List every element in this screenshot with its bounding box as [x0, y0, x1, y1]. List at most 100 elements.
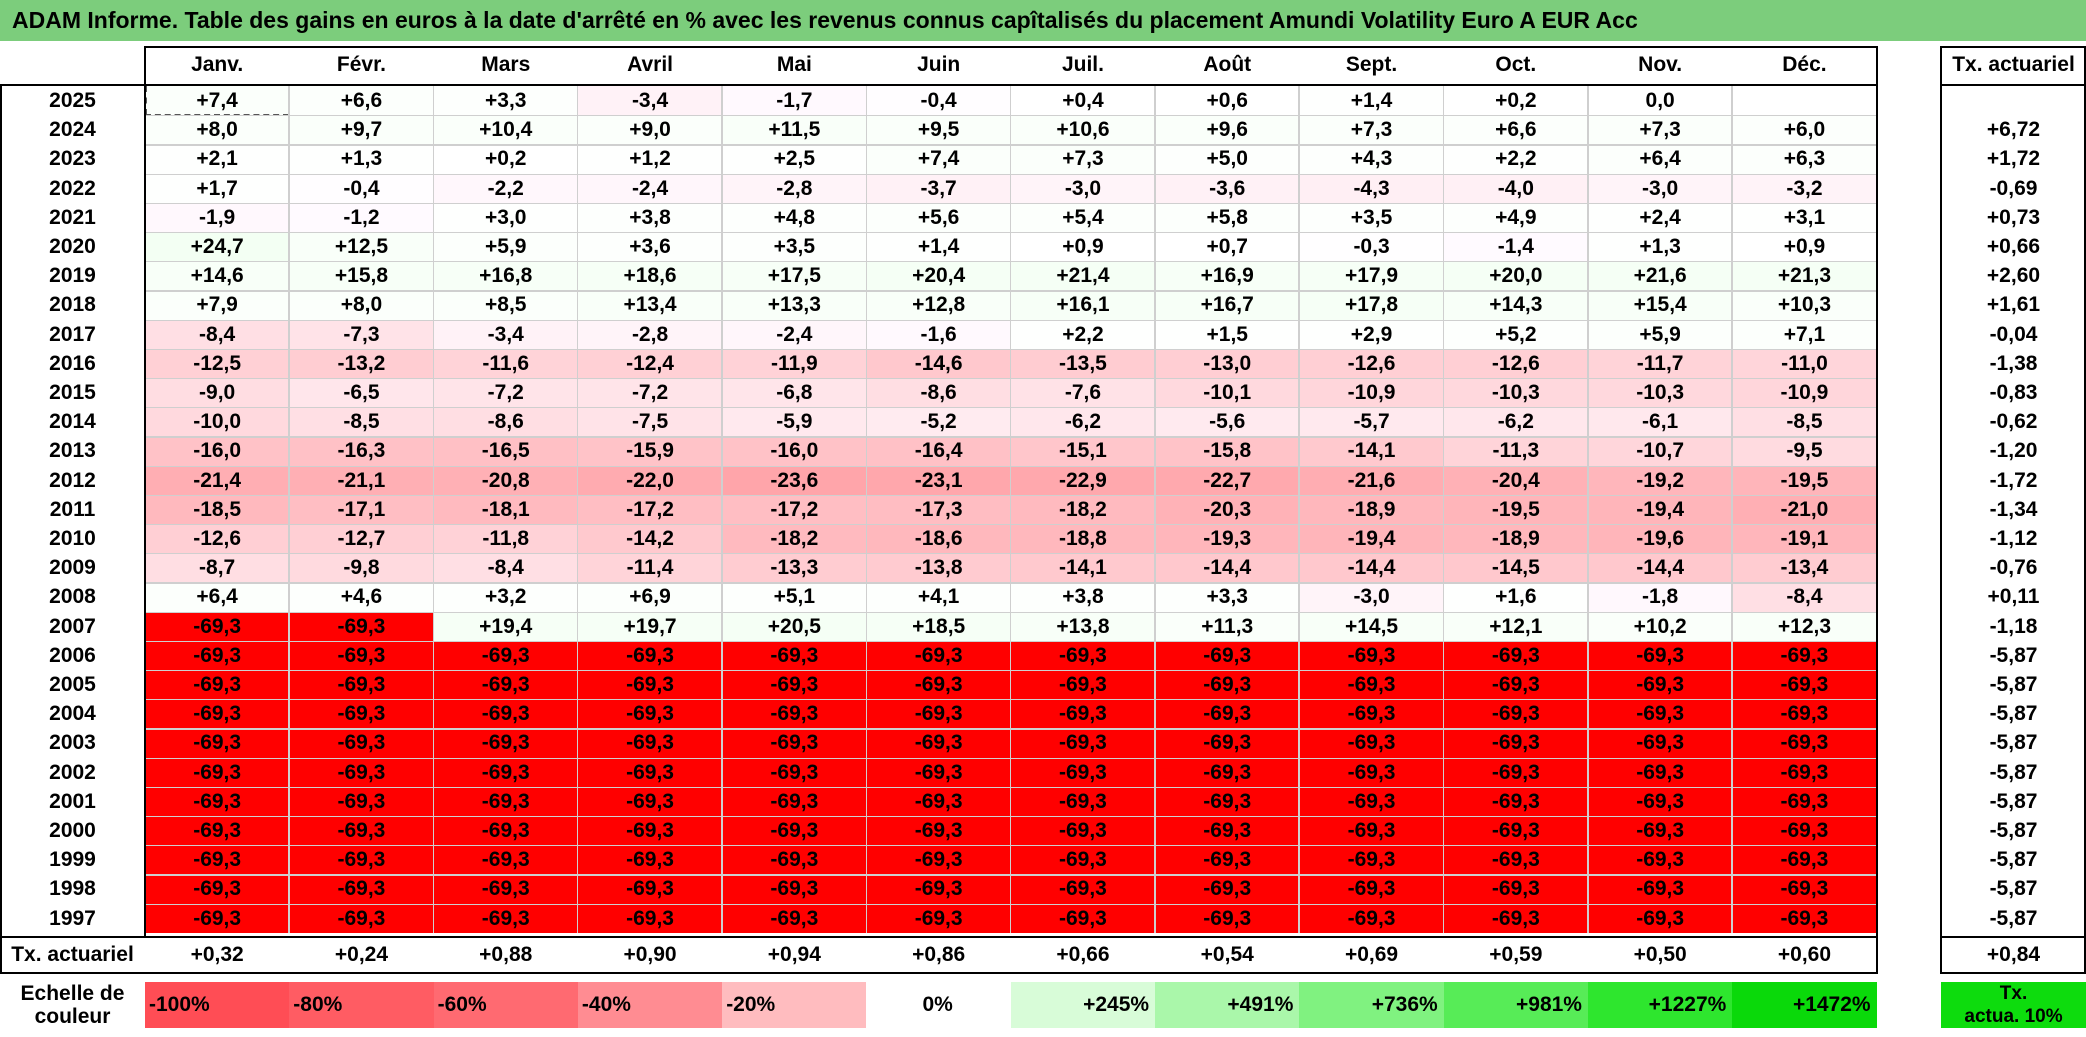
footer-rate-border-left: [1940, 935, 1942, 974]
value-cell: [1732, 86, 1877, 116]
rate-scale-box-line1: Tx.: [1941, 981, 2086, 1005]
value-cell: +17,5: [722, 261, 867, 291]
footer-value: +0,69: [1344, 942, 1399, 966]
value-cell: -18,2: [722, 524, 867, 554]
color-scale-step: +245%: [1010, 981, 1156, 1028]
value-cell: +5,6: [866, 202, 1011, 232]
rate-border-hdr: [1941, 84, 2086, 86]
grid-line-v: [1442, 86, 1445, 933]
value-cell: -3,7: [866, 173, 1011, 203]
value-cell: -17,2: [577, 494, 723, 524]
value-cell: +1,6: [1443, 582, 1588, 612]
grid-line-h: [145, 699, 1877, 701]
year-label: 2003: [49, 731, 96, 755]
value-cell: -8,5: [289, 407, 434, 437]
value-cell: +15,8: [289, 261, 434, 291]
value-cell: +11,3: [1155, 611, 1300, 641]
value-cell: -1,2: [289, 202, 434, 232]
value-cell: -69,3: [289, 903, 434, 933]
month-header: Août: [1203, 53, 1252, 76]
value-cell: +1,3: [289, 144, 434, 174]
value-cell: -3,0: [1010, 173, 1156, 203]
value-cell: -69,3: [1443, 786, 1588, 816]
value-cell: -6,8: [722, 378, 867, 408]
value-cell: -69,3: [1588, 845, 1733, 875]
value-cell: +16,8: [433, 261, 578, 291]
value-cell: -69,3: [1155, 903, 1300, 933]
value-cell: +18,6: [577, 261, 723, 291]
month-header: Juin: [917, 53, 961, 76]
value-cell: -69,3: [866, 670, 1011, 700]
value-cell: -15,8: [1155, 436, 1300, 466]
value-cell: -12,7: [289, 524, 434, 554]
value-cell: -18,9: [1443, 524, 1588, 554]
row-rate-cell: -0,04: [1989, 322, 2038, 346]
value-cell: +8,0: [289, 290, 434, 320]
value-cell: -13,4: [1732, 553, 1877, 583]
footer-rate-border-bottom: [1941, 971, 2086, 974]
value-cell: +2,2: [1443, 144, 1588, 174]
footer-value: +0,54: [1200, 942, 1254, 966]
value-cell: -69,3: [433, 640, 578, 670]
value-cell: +16,1: [1010, 290, 1156, 320]
value-cell: +19,4: [433, 611, 578, 641]
value-cell: -10,3: [1443, 378, 1588, 408]
value-cell: -7,2: [577, 378, 723, 408]
value-cell: -69,3: [1443, 728, 1588, 758]
value-cell: -14,2: [577, 524, 723, 554]
value-cell: +9,7: [289, 115, 434, 145]
value-cell: -1,4: [1443, 232, 1588, 262]
year-label: 2021: [49, 205, 96, 229]
value-cell: -18,6: [866, 524, 1011, 554]
value-cell: -69,3: [1443, 816, 1588, 846]
value-cell: +3,1: [1732, 202, 1877, 232]
value-cell: -69,3: [145, 670, 290, 700]
value-cell: -69,3: [722, 845, 867, 875]
value-cell: -11,8: [433, 524, 578, 554]
value-cell: +7,4: [145, 86, 290, 116]
grid-line-h: [145, 611, 1877, 613]
row-rate-cell: -5,87: [1989, 760, 2038, 784]
value-cell: +6,6: [289, 86, 434, 116]
rate-column-header: Tx. actuariel: [1952, 53, 2075, 76]
value-cell: -15,1: [1010, 436, 1156, 466]
footer-value: +0,86: [912, 942, 966, 966]
footer-value: +0,32: [190, 942, 244, 966]
value-cell: -69,3: [1732, 816, 1877, 846]
color-scale-step: +491%: [1155, 981, 1300, 1028]
value-cell: -69,3: [1299, 699, 1444, 729]
value-cell: -11,0: [1732, 348, 1877, 378]
scale-label-line2: couleur: [34, 1004, 111, 1028]
color-scale-step: -20%: [722, 981, 867, 1028]
footer-border-left: [0, 935, 2, 972]
year-label: 2011: [49, 497, 96, 521]
year-label: 1998: [49, 877, 96, 901]
value-cell: -69,3: [289, 845, 434, 875]
value-cell: -69,3: [577, 640, 723, 670]
value-cell: +20,5: [722, 611, 867, 641]
value-cell: -8,4: [145, 319, 290, 349]
value-cell: -69,3: [433, 670, 578, 700]
value-cell: +0,2: [1443, 86, 1588, 116]
value-cell: -14,4: [1155, 553, 1300, 583]
value-cell: -69,3: [433, 816, 578, 846]
value-cell: -69,3: [289, 728, 434, 758]
value-cell: -10,7: [1588, 436, 1733, 466]
value-cell: -13,0: [1155, 348, 1300, 378]
value-cell: -12,5: [145, 348, 290, 378]
value-cell: -22,7: [1155, 465, 1300, 495]
value-cell: +3,3: [433, 86, 578, 116]
value-cell: -69,3: [1588, 786, 1733, 816]
value-cell: -69,3: [866, 640, 1011, 670]
value-cell: +4,6: [289, 582, 434, 612]
value-cell: -18,1: [433, 494, 578, 524]
row-rate-cell: -5,87: [1989, 819, 2038, 842]
value-cell: -69,3: [1299, 786, 1444, 816]
value-cell: -16,3: [289, 436, 434, 466]
footer-total: +0,84: [1986, 942, 2041, 966]
value-cell: -12,4: [577, 348, 723, 378]
grid-line-h: [145, 874, 1877, 876]
year-label: 2004: [49, 702, 96, 726]
gains-table: Janv. Févr. Mars Avril Mai Juin Juil. Août Sept.…: [0, 46, 2086, 1028]
value-cell: -19,5: [1443, 494, 1588, 524]
